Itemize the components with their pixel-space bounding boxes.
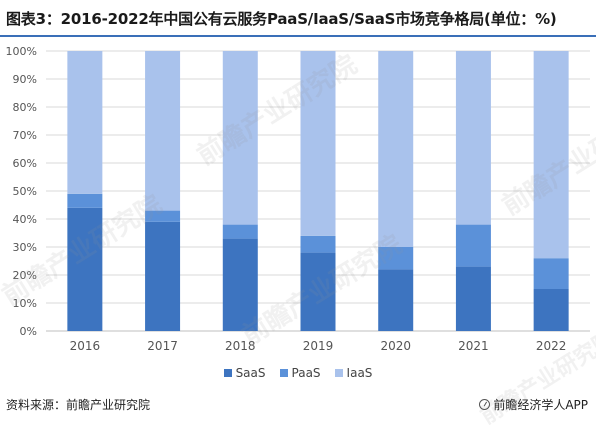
legend-item-iaas: IaaS xyxy=(334,366,373,380)
brand-text: 前瞻经济学人APP xyxy=(493,398,588,412)
bar-segment-iaas-2017 xyxy=(145,51,181,211)
legend-item-paas: PaaS xyxy=(279,366,321,380)
bar-segment-paas-2021 xyxy=(455,224,491,267)
legend-label-saas: SaaS xyxy=(235,366,266,380)
bar-segment-saas-2019 xyxy=(300,252,336,331)
x-axis-tick-labels: 2016 2017 2018 2019 2020 2021 2022 xyxy=(70,339,567,353)
legend-swatch-iaas xyxy=(334,369,343,377)
bar-segment-paas-2019 xyxy=(300,235,336,253)
legend: SaaS PaaS IaaS xyxy=(0,366,596,380)
y-tick-label: 60% xyxy=(13,157,37,170)
legend-swatch-paas xyxy=(279,369,288,377)
y-tick-label: 70% xyxy=(13,129,37,142)
x-tick-label: 2017 xyxy=(147,339,178,353)
bar-segment-paas-2016 xyxy=(67,193,103,208)
bar-segment-iaas-2018 xyxy=(222,51,258,225)
y-tick-label: 80% xyxy=(13,101,37,114)
bar-segment-saas-2017 xyxy=(145,221,181,331)
bar-segment-paas-2020 xyxy=(378,247,414,270)
bar-segment-iaas-2020 xyxy=(378,51,414,247)
bar-segment-saas-2021 xyxy=(455,266,491,331)
y-tick-label: 90% xyxy=(13,73,37,86)
chart-title: 图表3：2016-2022年中国公有云服务PaaS/IaaS/SaaS市场竞争格… xyxy=(6,10,557,28)
bars xyxy=(67,51,569,331)
y-axis-tick-labels: 0% 10% 20% 30% 40% 50% 60% 70% 80% 90% 100% xyxy=(6,45,37,338)
title-divider xyxy=(0,35,596,37)
y-tick-label: 20% xyxy=(13,269,37,282)
x-tick-label: 2016 xyxy=(70,339,101,353)
legend-label-paas: PaaS xyxy=(291,366,321,380)
y-tick-label: 30% xyxy=(13,241,37,254)
bar-segment-paas-2022 xyxy=(533,258,569,289)
bar-segment-saas-2022 xyxy=(533,289,569,331)
y-tick-label: 0% xyxy=(20,325,37,338)
x-tick-label: 2022 xyxy=(536,339,567,353)
legend-item-saas: SaaS xyxy=(223,366,266,380)
y-tick-label: 50% xyxy=(13,185,37,198)
bar-segment-iaas-2016 xyxy=(67,51,103,194)
brand-label: 前瞻经济学人APP xyxy=(479,396,588,413)
bar-segment-saas-2020 xyxy=(378,269,414,331)
bar-segment-iaas-2022 xyxy=(533,51,569,259)
stacked-bar-chart: 0%10%20%30%40%50%60%70%80%90%100% 2016 20… xyxy=(6,45,590,353)
x-tick-label: 2018 xyxy=(225,339,256,353)
brand-logo-icon xyxy=(479,399,491,410)
bar-segment-saas-2018 xyxy=(222,238,258,331)
y-tick-label: 40% xyxy=(13,213,37,226)
x-tick-label: 2019 xyxy=(303,339,334,353)
bar-segment-saas-2016 xyxy=(67,207,103,331)
legend-label-iaas: IaaS xyxy=(346,366,373,380)
bar-segment-paas-2018 xyxy=(222,224,258,239)
bar-segment-paas-2017 xyxy=(145,210,181,222)
legend-swatch-saas xyxy=(223,369,232,377)
x-tick-label: 2021 xyxy=(458,339,489,353)
bar-segment-iaas-2019 xyxy=(300,51,336,236)
y-tick-label: 10% xyxy=(13,297,37,310)
y-tick-label: 100% xyxy=(6,45,37,58)
bar-segment-iaas-2021 xyxy=(455,51,491,225)
source-note: 资料来源：前瞻产业研究院 xyxy=(6,398,151,412)
x-tick-label: 2020 xyxy=(380,339,411,353)
